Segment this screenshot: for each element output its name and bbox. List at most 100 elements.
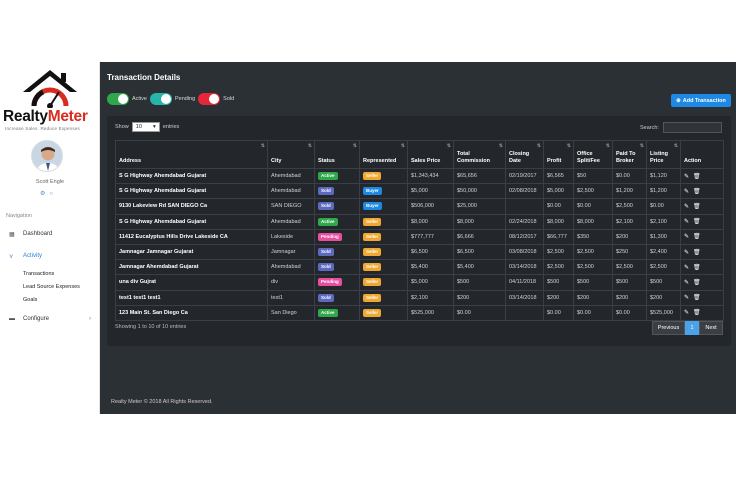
represented-badge: Buyer xyxy=(363,187,382,196)
cell-profit: $66,777 xyxy=(543,228,574,245)
column-header[interactable]: Represented ⇅ xyxy=(359,140,408,169)
cell-broker: $500 xyxy=(612,274,647,291)
cell-commission: $200 xyxy=(453,289,506,306)
cell-broker: $2,500 xyxy=(612,198,647,215)
next-page-button[interactable]: Next xyxy=(699,321,723,335)
column-header[interactable]: Closing Date ⇅ xyxy=(505,140,544,169)
status-badge: Sold xyxy=(318,293,334,302)
edit-icon[interactable]: ✎ xyxy=(684,310,690,317)
cell-status: Pending xyxy=(314,274,360,291)
add-transaction-button[interactable]: ⊕ Add Transaction xyxy=(671,94,731,107)
status-badge: Active xyxy=(318,308,338,317)
edit-icon[interactable]: ✎ xyxy=(684,279,690,286)
cell-split: $200 xyxy=(573,289,613,306)
cell-closing: 03/14/2018 xyxy=(505,289,544,306)
grid-icon: ▦ xyxy=(9,231,15,238)
trash-icon[interactable]: 🗑 xyxy=(693,219,701,226)
brand-tagline: Increase Sales. Reduce Expenses xyxy=(5,126,80,131)
cell-address: test1 test1 test1 xyxy=(115,289,268,306)
cell-listing: $200 xyxy=(646,289,681,306)
cell-represented: Seller xyxy=(359,304,408,321)
power-icon[interactable]: ○ xyxy=(49,191,54,197)
trash-icon[interactable]: 🗑 xyxy=(693,249,701,256)
cell-status: Active xyxy=(314,304,360,321)
edit-icon[interactable]: ✎ xyxy=(684,295,690,302)
table-row: Jamnagar Jamnagar Gujarat Jamnagar Sold Sel… xyxy=(115,243,724,261)
cell-commission: $6,500 xyxy=(453,243,506,261)
toggle-active[interactable]: Active xyxy=(107,93,147,105)
cell-listing: $0.00 xyxy=(646,198,681,215)
cell-address: Jamnagar Jamnagar Gujarat xyxy=(115,243,268,261)
edit-icon[interactable]: ✎ xyxy=(684,219,690,226)
trash-icon[interactable]: 🗑 xyxy=(693,295,701,302)
column-header[interactable]: Status ⇅ xyxy=(314,140,360,169)
column-header[interactable]: Sales Price ⇅ xyxy=(407,140,454,169)
table-row: S G Highway Ahemdabad Gujarat Ahemdabad Ac… xyxy=(115,213,724,230)
cell-commission: $8,000 xyxy=(453,213,506,230)
trash-icon[interactable]: 🗑 xyxy=(693,234,701,241)
table-row: una div Gujrat div Pending Seller $5,000 $500… xyxy=(115,274,724,291)
column-header-label: Paid To Broker xyxy=(616,151,636,164)
represented-badge: Seller xyxy=(363,232,382,241)
edit-icon[interactable]: ✎ xyxy=(684,173,690,180)
previous-page-button[interactable]: Previous xyxy=(652,321,685,335)
column-header[interactable]: Profit ⇅ xyxy=(543,140,574,169)
column-header[interactable]: Address ⇅ xyxy=(115,140,268,169)
house-gauge-icon xyxy=(23,70,77,108)
column-header[interactable]: Total Commission ⇅ xyxy=(453,140,506,169)
cell-price: $8,000 xyxy=(407,213,454,230)
toggle-pending[interactable]: Pending xyxy=(149,93,195,105)
avatar[interactable] xyxy=(31,140,63,172)
column-header[interactable]: Paid To Broker ⇅ xyxy=(612,140,647,169)
sidebar-item-configure[interactable]: ▬ Configure › xyxy=(0,311,99,327)
column-header-label: Sales Price xyxy=(411,158,441,164)
sidebar-item-label: Activity xyxy=(23,253,43,259)
edit-icon[interactable]: ✎ xyxy=(684,249,690,256)
edit-icon[interactable]: ✎ xyxy=(684,188,690,195)
cell-address: S G Highway Ahemdabad Gujarat xyxy=(115,213,268,230)
sidebar-subitem-transactions[interactable]: Transactions xyxy=(23,271,55,277)
sort-icon: ⇅ xyxy=(536,143,541,149)
cell-commission: $65,656 xyxy=(453,167,506,185)
toggle-switch[interactable] xyxy=(107,93,129,105)
edit-icon[interactable]: ✎ xyxy=(684,203,690,210)
cell-action: ✎ 🗑 xyxy=(680,198,724,215)
page-number-button[interactable]: 1 xyxy=(685,321,699,335)
sidebar-item-activity[interactable]: ⋎ Activity xyxy=(0,248,99,264)
cell-status: Sold xyxy=(314,289,360,306)
user-name: Scott Engle xyxy=(35,179,65,185)
cell-represented: Buyer xyxy=(359,198,408,215)
cell-address: Jamnagar Ahemdabad Gujarat xyxy=(115,259,268,276)
search-input[interactable] xyxy=(662,122,722,133)
cell-profit: $2,500 xyxy=(543,243,574,261)
sidebar-subitem-goals[interactable]: Goals xyxy=(23,297,38,303)
sidebar-subitem-lead-source-expenses[interactable]: Lead Source Expenses xyxy=(23,284,80,290)
trash-icon[interactable]: 🗑 xyxy=(693,188,701,195)
trash-icon[interactable]: 🗑 xyxy=(693,279,701,286)
column-header[interactable]: Listing Price ⇅ xyxy=(646,140,681,169)
cell-listing: $1,300 xyxy=(646,228,681,245)
edit-icon[interactable]: ✎ xyxy=(684,264,690,271)
page-length-select[interactable]: 10 ▾ xyxy=(131,122,160,132)
cell-status: Pending xyxy=(314,228,360,245)
sidebar-item-dashboard[interactable]: ▦ Dashboard xyxy=(0,226,99,242)
toggle-switch[interactable] xyxy=(149,93,172,105)
toggle-sold[interactable]: Sold xyxy=(198,93,234,105)
cell-represented: Seller xyxy=(359,259,408,276)
column-header[interactable]: City ⇅ xyxy=(267,140,315,169)
brand-logo[interactable]: RealtyMeter Increase Sales. Reduce Expen… xyxy=(3,66,97,132)
cell-broker: $2,500 xyxy=(612,259,647,276)
trash-icon[interactable]: 🗑 xyxy=(693,203,701,210)
trash-icon[interactable]: 🗑 xyxy=(693,310,701,317)
cell-closing xyxy=(505,304,544,321)
column-header[interactable]: Office Split/Fee ⇅ xyxy=(573,140,613,169)
status-badge: Active xyxy=(318,172,338,181)
edit-icon[interactable]: ✎ xyxy=(684,234,690,241)
cell-city: Ahemdabad xyxy=(267,183,315,200)
toggle-switch[interactable] xyxy=(198,93,221,105)
column-header-label: Address xyxy=(119,158,142,164)
column-header-label: Status xyxy=(318,158,335,164)
trash-icon[interactable]: 🗑 xyxy=(693,264,701,271)
settings-gear-icon[interactable]: ⚙ xyxy=(40,191,46,197)
trash-icon[interactable]: 🗑 xyxy=(693,173,701,180)
